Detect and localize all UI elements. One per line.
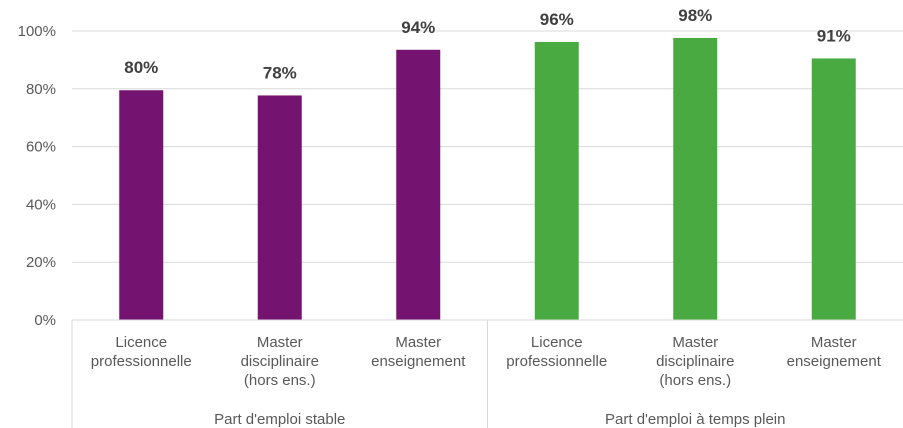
x-axis: Licence professionnelle Master disciplinair… [71, 319, 903, 428]
gridlines [72, 30, 903, 321]
y-axis: 0% 20% 40% 60% 80% 100% [18, 23, 56, 329]
bar [534, 41, 579, 321]
category-label: professionnelle [91, 353, 192, 370]
y-tick-label: 0% [34, 312, 56, 329]
data-label: 98% [678, 6, 712, 25]
category-label: Master [672, 334, 718, 351]
y-tick-label: 100% [18, 23, 56, 40]
category-label: Master [811, 334, 857, 351]
y-tick-label: 60% [26, 139, 56, 156]
bar [811, 58, 856, 321]
data-labels: 80% 78% 94% 96% 98% 91% [124, 6, 851, 83]
category-label: disciplinaire [656, 353, 734, 370]
category-label: Licence [531, 334, 583, 351]
category-label: disciplinaire [241, 353, 319, 370]
group-label: Part d'emploi stable [214, 411, 345, 428]
category-label: (hors ens.) [659, 372, 731, 389]
category-label: Master [257, 334, 303, 351]
data-label: 80% [124, 58, 158, 77]
y-tick-label: 80% [26, 81, 56, 98]
y-tick-label: 20% [26, 254, 56, 271]
category-label: enseignement [371, 353, 466, 370]
data-label: 78% [263, 63, 297, 82]
category-label: Master [395, 334, 441, 351]
bar [119, 90, 164, 321]
bars [119, 37, 856, 321]
y-tick-label: 40% [26, 196, 56, 213]
category-label: enseignement [787, 353, 882, 370]
bar [673, 37, 718, 320]
bar [257, 95, 302, 321]
category-label: Licence [115, 334, 167, 351]
group-label: Part d'emploi à temps plein [605, 411, 785, 428]
data-label: 91% [817, 26, 851, 45]
category-label: (hors ens.) [244, 372, 316, 389]
bar [396, 49, 441, 320]
category-label: professionnelle [506, 353, 607, 370]
data-label: 94% [401, 18, 435, 37]
data-label: 96% [540, 10, 574, 29]
